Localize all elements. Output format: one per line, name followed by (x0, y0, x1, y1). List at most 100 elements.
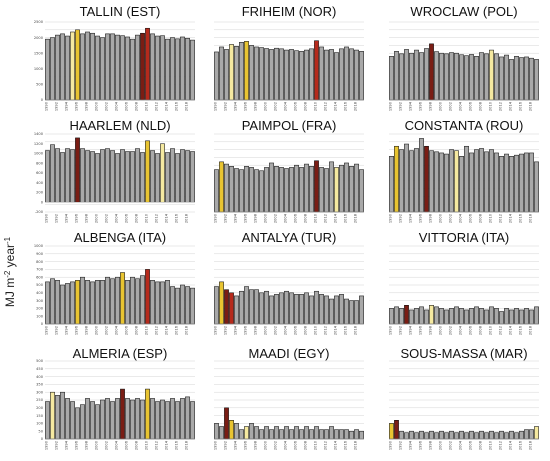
x-tick-label: 1992 (55, 214, 59, 223)
bar-2005 (289, 292, 294, 325)
bar-1993 (229, 166, 234, 213)
x-tick-label: 2004 (284, 440, 288, 450)
x-tick-label: 2008 (135, 440, 139, 450)
x-tick-label: 2010 (145, 101, 149, 111)
x-tick-label: 2014 (165, 101, 169, 111)
bar-2008 (304, 49, 309, 101)
x-tick-label: 2014 (509, 101, 513, 111)
bar-2009 (484, 53, 489, 101)
x-tick-label: 1990 (214, 440, 218, 450)
bar-1991 (394, 420, 399, 440)
x-tick-label: 2016 (344, 440, 348, 450)
bar-2009 (309, 48, 314, 101)
bar-1994 (409, 150, 414, 213)
bar-2012 (155, 281, 160, 325)
bar-2008 (135, 278, 140, 325)
bar-1997 (424, 432, 429, 440)
bar-2005 (464, 309, 469, 325)
x-tick-label: 2010 (489, 440, 493, 450)
y-tick-label: 500 (36, 359, 44, 363)
bar-1993 (60, 391, 65, 440)
bar-2012 (155, 35, 160, 101)
bar-1992 (55, 395, 60, 440)
bar-2000 (439, 152, 444, 213)
bar-1994 (234, 423, 239, 440)
bar-2001 (269, 429, 274, 440)
chart-haarlem-nld: HAARLEM (NLD) -200 0 200 400 600 800 1000 1200 14… (34, 118, 195, 223)
y-tick-label: -200 (35, 210, 44, 214)
bar-1990 (389, 423, 394, 440)
bar-1990 (214, 51, 219, 101)
bar-2007 (130, 151, 135, 203)
bar-1994 (65, 148, 70, 203)
bar-2015 (339, 164, 344, 213)
bar-1991 (394, 306, 399, 325)
bar-2017 (524, 308, 529, 325)
x-tick-label: 2016 (175, 440, 179, 450)
bar-1999 (259, 429, 264, 440)
y-tick-label: 0 (41, 98, 44, 102)
x-tick-label: 1990 (389, 325, 393, 335)
chart-title: PAIMPOL (FRA) (242, 118, 337, 133)
bar-2011 (150, 398, 155, 440)
bar-1994 (409, 52, 414, 101)
x-tick-label: 2018 (185, 101, 189, 111)
x-tick-label: 2000 (264, 213, 268, 223)
x-tick-label: 1998 (254, 213, 258, 223)
bar-2011 (494, 432, 499, 440)
x-tick-label: 2002 (449, 214, 453, 223)
bar-1999 (434, 151, 439, 213)
bar-2012 (499, 430, 504, 440)
bar-2019 (534, 161, 539, 213)
x-tick-label: 1996 (75, 101, 79, 111)
bar-2002 (274, 294, 279, 325)
bar-2016 (175, 287, 180, 325)
bar-2006 (469, 152, 474, 213)
chart-maadi-egy: MAADI (EGY) 1990 1992 1994 1996 1998 2000 2002 2… (214, 346, 364, 450)
bar-1999 (90, 281, 95, 325)
chart-title: CONSTANTA (ROU) (405, 118, 524, 133)
bar-1996 (419, 430, 424, 440)
bar-1998 (85, 398, 90, 440)
y-tick-label: 500 (36, 83, 44, 87)
bar-1994 (409, 430, 414, 440)
x-tick-label: 2006 (294, 440, 298, 450)
bar-2000 (264, 48, 269, 101)
bar-1995 (70, 31, 75, 101)
x-tick-label: 1990 (45, 101, 49, 111)
bar-1992 (224, 407, 229, 440)
bar-2019 (534, 306, 539, 325)
bar-2007 (474, 306, 479, 325)
bar-1992 (399, 149, 404, 213)
x-tick-label: 2014 (165, 213, 169, 223)
bar-2005 (464, 432, 469, 440)
bar-2001 (100, 399, 105, 440)
bar-2010 (145, 269, 150, 325)
x-tick-label: 1990 (389, 101, 393, 111)
y-tick-label: 200 (36, 406, 44, 410)
x-tick-label: 1994 (234, 325, 238, 335)
bar-1993 (229, 292, 234, 325)
bar-2013 (329, 426, 334, 440)
bar-1993 (404, 305, 409, 325)
bar-2010 (314, 160, 319, 213)
bar-2003 (454, 150, 459, 213)
x-tick-label: 2008 (304, 213, 308, 223)
chart-vittoria-ita: VITTORIA (ITA) 1990 1992 1994 1996 1998 2000 20… (389, 230, 539, 335)
x-tick-label: 1998 (429, 101, 433, 111)
bar-2000 (439, 52, 444, 101)
bar-2011 (319, 167, 324, 213)
bar-1997 (249, 423, 254, 440)
x-tick-label: 2000 (95, 325, 99, 335)
bar-2008 (304, 292, 309, 325)
bar-2014 (334, 429, 339, 440)
x-tick-label: 2018 (354, 213, 358, 223)
x-tick-label: 1996 (244, 101, 248, 111)
bar-2001 (444, 53, 449, 101)
bar-2008 (479, 52, 484, 101)
bar-2006 (125, 398, 130, 440)
bar-2002 (449, 308, 454, 325)
bar-2016 (344, 298, 349, 325)
bar-2002 (274, 47, 279, 101)
